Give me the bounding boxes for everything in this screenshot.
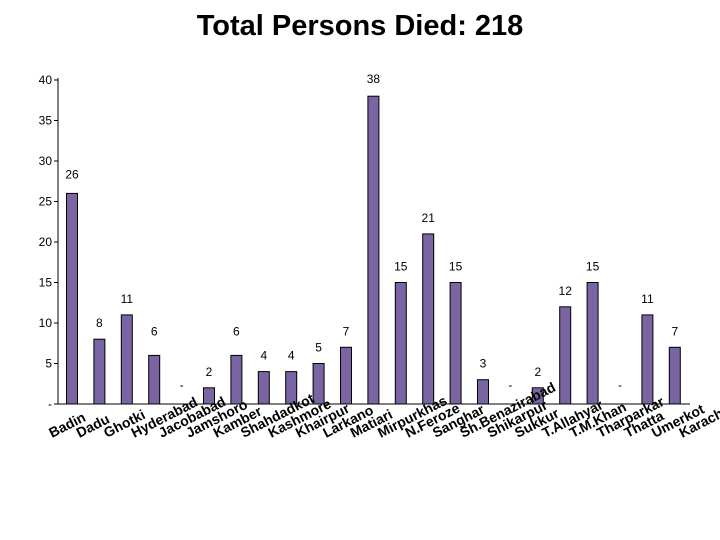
bar <box>120 314 133 405</box>
y-tick-label: 35 <box>39 114 53 128</box>
y-tick-label: 5 <box>45 357 52 371</box>
y-tick-label: - <box>48 397 52 411</box>
y-tick-label: 30 <box>39 154 53 168</box>
data-label: 3 <box>480 357 487 371</box>
data-label: 6 <box>233 324 240 338</box>
data-label: 4 <box>260 349 267 363</box>
bar <box>257 371 270 405</box>
data-label: 15 <box>449 260 463 274</box>
bar <box>93 338 106 405</box>
bar <box>203 387 215 405</box>
bar <box>367 95 380 405</box>
data-label: 11 <box>641 292 654 306</box>
bar <box>148 354 161 405</box>
data-label: 8 <box>96 316 103 330</box>
data-label: 6 <box>151 324 158 338</box>
y-tick-label: 40 <box>39 73 53 87</box>
bar <box>66 192 78 405</box>
data-label: - <box>180 378 184 392</box>
data-label: 21 <box>422 211 436 225</box>
bar <box>285 371 298 405</box>
data-label: 2 <box>206 365 213 379</box>
data-label: 7 <box>671 324 678 338</box>
data-label: 15 <box>586 260 600 274</box>
chart-title: Total Persons Died: 218 <box>196 10 524 42</box>
bars <box>66 95 681 405</box>
data-label: 15 <box>394 260 408 274</box>
bar <box>449 282 462 405</box>
bar <box>422 233 435 405</box>
bar <box>559 306 572 405</box>
bar <box>586 282 599 405</box>
y-tick-label: 20 <box>39 235 53 249</box>
y-tick-label: 15 <box>39 276 53 290</box>
bar <box>668 346 681 405</box>
data-label: - <box>618 378 622 392</box>
y-tick-label: 10 <box>39 316 53 330</box>
data-label: - <box>508 378 512 392</box>
data-label: 5 <box>315 341 322 355</box>
data-label: 11 <box>121 292 134 306</box>
bar <box>340 346 352 405</box>
bar <box>312 363 325 405</box>
bar <box>477 379 489 405</box>
data-label: 38 <box>367 72 381 86</box>
data-label: 2 <box>534 365 541 379</box>
data-label: 26 <box>65 167 79 181</box>
data-label: 4 <box>288 349 295 363</box>
bar <box>531 387 544 405</box>
bar <box>230 354 243 405</box>
data-label: 12 <box>559 284 573 298</box>
bar <box>641 314 654 405</box>
bar <box>394 282 407 405</box>
y-tick-label: 25 <box>39 195 53 209</box>
data-label: 7 <box>343 324 350 338</box>
